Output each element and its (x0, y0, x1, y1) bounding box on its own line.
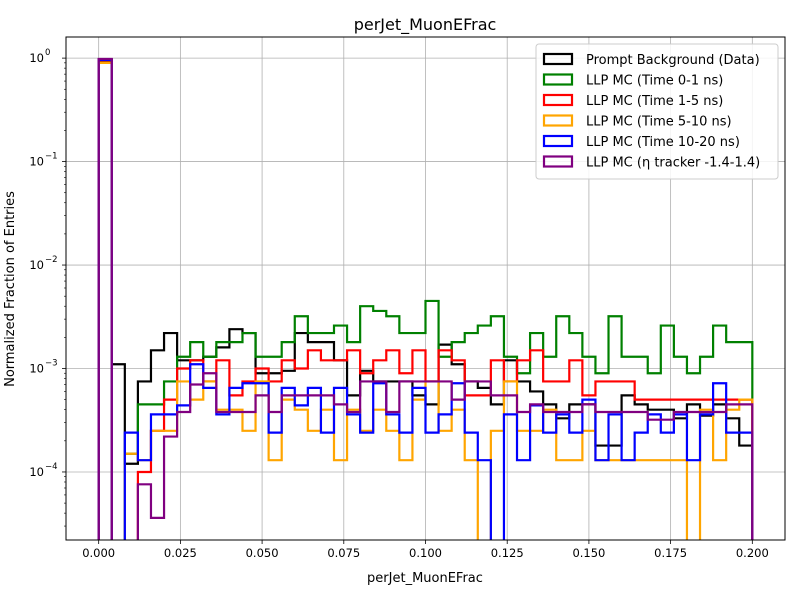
y-tick-exponent: 0 (45, 48, 50, 58)
chart-title: perJet_MuonEFrac (354, 15, 497, 35)
legend-label: LLP MC (Time 5-10 ns) (586, 115, 732, 130)
y-tick-exponent: −3 (45, 359, 58, 369)
x-tick-label: 0.125 (491, 546, 524, 560)
legend-swatch (542, 114, 574, 127)
x-tick-label: 0.000 (82, 546, 115, 560)
y-tick-exponent: −1 (45, 152, 58, 162)
y-axis-label: Normalized Fraction of Entries (3, 191, 18, 387)
x-tick-label: 0.075 (327, 546, 360, 560)
series-line-5 (97, 57, 754, 540)
x-axis-label: perJet_MuonEFrac (367, 571, 483, 586)
legend-label: LLP MC (η tracker -1.4-1.4) (586, 156, 760, 171)
y-tick-label: 10 (29, 362, 44, 376)
series-line-4 (97, 58, 754, 540)
x-tick-label: 0.025 (164, 546, 197, 560)
legend-label: LLP MC (Time 0-1 ns) (586, 74, 723, 89)
histogram-series (97, 57, 754, 540)
legend: Prompt Background (Data) LLP MC (Time 0-1… (535, 43, 779, 180)
legend-label: LLP MC (Time 10-20 ns) (586, 135, 740, 150)
x-tick-label: 0.175 (654, 546, 687, 560)
x-tick-label: 0.200 (736, 546, 769, 560)
y-tick-label: 10 (29, 258, 44, 272)
legend-label: Prompt Background (Data) (586, 53, 760, 68)
y-tick-label: 10 (29, 51, 44, 65)
x-tick-label: 0.100 (409, 546, 442, 560)
legend-swatch (542, 93, 574, 107)
x-tick-label: 0.150 (572, 546, 605, 560)
series-line-0 (97, 58, 754, 540)
y-tick-label: 10 (29, 155, 44, 169)
y-tick-exponent: −2 (45, 255, 58, 265)
y-tick-label: 10 (29, 465, 44, 479)
series-line-1 (97, 60, 754, 540)
legend-swatch (542, 155, 574, 168)
legend-swatch (542, 134, 574, 148)
x-tick-label: 0.050 (246, 546, 279, 560)
y-tick-exponent: −4 (45, 462, 58, 472)
legend-swatch (542, 52, 574, 66)
legend-label: LLP MC (Time 1-5 ns) (586, 94, 723, 109)
legend-swatch (542, 73, 574, 86)
legend-box (535, 43, 779, 180)
x-axis: 0.000 0.025 0.050 0.075 0.100 0.125 0.150 0.175… (82, 540, 769, 560)
series-line-2 (97, 59, 754, 540)
